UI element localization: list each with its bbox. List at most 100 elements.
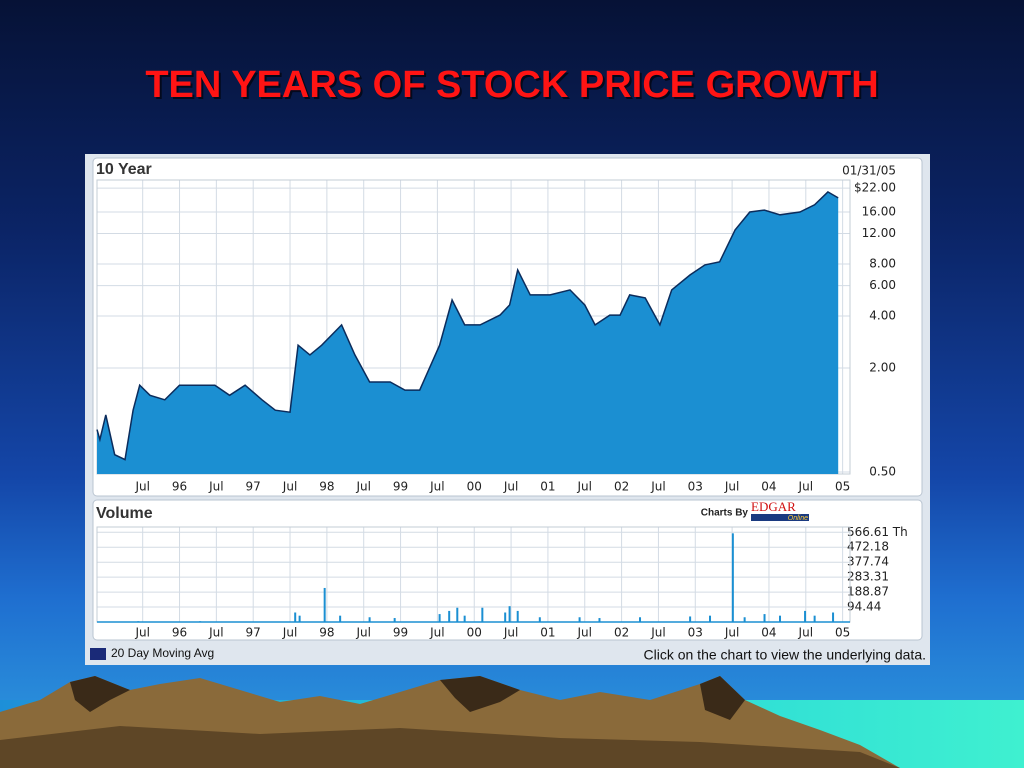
x-tick-label: 99 [393, 626, 408, 640]
date-label: 01/31/05 [842, 164, 896, 178]
x-tick-label: Jul [798, 480, 813, 494]
volume-bar [339, 615, 342, 622]
panel-title: Volume [96, 505, 153, 522]
y-tick-label: 188.87 [847, 585, 889, 599]
mountain-shadow [700, 676, 745, 720]
volume-bar [538, 617, 541, 622]
y-tick-label: 566.61 Th [847, 525, 908, 539]
x-tick-label: 01 [540, 626, 555, 640]
panel-title: 10 Year [96, 161, 152, 178]
volume-bar [743, 617, 746, 622]
volume-bar [481, 607, 484, 622]
x-tick-label: Jul [429, 480, 444, 494]
mountain-shadow [70, 676, 130, 712]
foothills [0, 726, 900, 768]
x-tick-label: 00 [467, 626, 482, 640]
volume-bar [504, 612, 507, 622]
volume-bar [779, 615, 782, 622]
x-tick-label: 05 [835, 480, 850, 494]
volume-bar [709, 615, 712, 622]
x-tick-label: 96 [172, 626, 187, 640]
x-tick-label: Jul [798, 626, 813, 640]
volume-bar [516, 610, 519, 622]
x-tick-label: 04 [761, 480, 776, 494]
volume-bar [832, 612, 835, 622]
volume-bar [368, 617, 371, 622]
y-tick-label: 6.00 [869, 278, 896, 292]
x-tick-label: Jul [208, 480, 223, 494]
volume-bar [323, 587, 326, 622]
volume-bar [438, 614, 441, 622]
volume-bar [508, 606, 511, 622]
y-tick-label: 16.00 [862, 204, 896, 218]
x-tick-label: Jul [282, 480, 297, 494]
charts[interactable]: 0.50 2.00 4.00 6.00 8.00 12.00 16.00 $22.00 Jul 9… [96, 179, 908, 640]
y-tick-label: 94.44 [847, 600, 881, 614]
x-tick-label: Jul [577, 480, 592, 494]
volume-bar [639, 617, 642, 622]
x-tick-label: Jul [208, 626, 223, 640]
price-area [97, 191, 839, 474]
volume-bar [298, 615, 301, 622]
x-tick-label: 02 [614, 626, 629, 640]
volume-bar [578, 617, 581, 622]
x-tick-label: 98 [319, 626, 334, 640]
x-tick-label: Jul [503, 626, 518, 640]
y-tick-label: 377.74 [847, 555, 889, 569]
title-shadow: TEN YEARS OF STOCK PRICE GROWTH [147, 66, 880, 108]
y-tick-label: 12.00 [862, 226, 896, 240]
x-tick-label: 98 [319, 480, 334, 494]
volume-bar [763, 614, 766, 622]
x-tick-label: Jul [503, 480, 518, 494]
x-tick-label: Jul [650, 626, 665, 640]
legend-label: 20 Day Moving Avg [111, 646, 214, 660]
slide-title: TEN YEARS OF STOCK PRICE GROWTH [145, 64, 878, 106]
volume-bar [731, 533, 734, 622]
volume-bar [813, 615, 816, 622]
y-tick-label: 472.18 [847, 540, 889, 554]
x-tick-label: 03 [688, 480, 703, 494]
volume-bar [463, 615, 466, 622]
volume-panel [92, 499, 923, 641]
y-tick-label: $22.00 [854, 181, 896, 195]
x-tick-label: Jul [577, 626, 592, 640]
y-tick-label: 4.00 [869, 308, 896, 322]
y-tick-label: 2.00 [869, 361, 896, 375]
y-tick-label: 8.00 [869, 256, 896, 270]
volume-bar [804, 610, 807, 622]
x-tick-label: Jul [134, 480, 149, 494]
source: Charts By [701, 508, 749, 519]
x-tick-label: 02 [614, 480, 629, 494]
x-tick-label: 97 [246, 480, 261, 494]
source-logo: EDGAR [751, 499, 796, 514]
x-tick-label: Jul [724, 626, 739, 640]
x-tick-label: 00 [467, 480, 482, 494]
volume-bar [393, 618, 396, 622]
legend-swatch [90, 648, 106, 660]
x-tick-label: 05 [835, 626, 850, 640]
volume-bar [689, 616, 692, 622]
x-tick-label: Jul [134, 626, 149, 640]
x-tick-label: Jul [355, 626, 370, 640]
x-tick-label: Jul [429, 626, 444, 640]
price-line [96, 190, 839, 461]
x-tick-label: 97 [246, 626, 261, 640]
logo-bar [751, 514, 809, 521]
x-tick-label: Jul [650, 480, 665, 494]
x-tick-label: Jul [282, 626, 297, 640]
volume-bar [456, 607, 459, 622]
x-tick-label: 96 [172, 480, 187, 494]
x-tick-label: 03 [688, 626, 703, 640]
x-tick-label: Jul [724, 480, 739, 494]
x-tick-label: 01 [540, 480, 555, 494]
mountain-shadow [440, 676, 520, 712]
source-logo-sub: Online [788, 515, 808, 522]
x-tick-label: 99 [393, 480, 408, 494]
x-tick-label: 04 [761, 626, 776, 640]
volume-bar [448, 610, 451, 622]
volume-bar [294, 612, 297, 622]
y-tick-label: 283.31 [847, 570, 889, 584]
chart-note[interactable]: Click on the chart to view the underlyin… [644, 647, 927, 663]
